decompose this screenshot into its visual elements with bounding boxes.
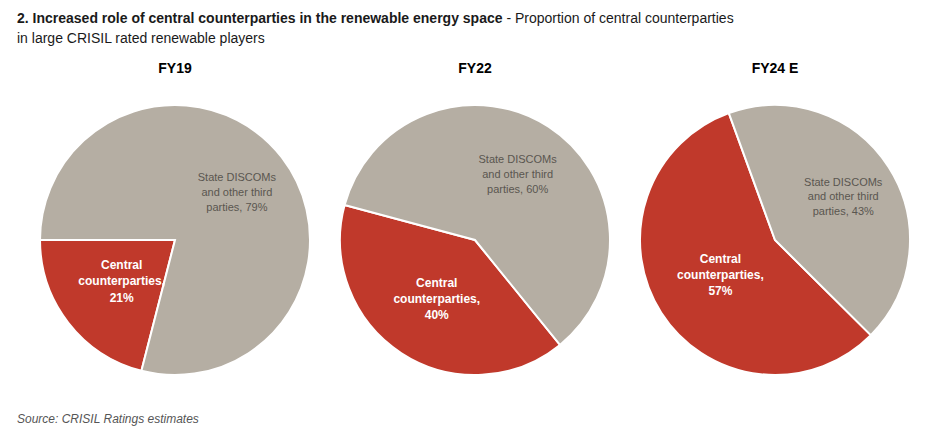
html-text:2. Increased role of central c: 2. Increased role of central counterpart… (17, 10, 734, 26)
svg-text:State DISCOMsand other thirdpa: State DISCOMsand other thirdparties, 79% (198, 171, 277, 213)
html-text:FY24 E: FY24 E (751, 60, 799, 76)
svg-text:Centralcounterparties,57%: Centralcounterparties,57% (677, 252, 764, 298)
html-text:in large CRISIL rated renewabl: in large CRISIL rated renewable players (17, 30, 265, 46)
svg-text:State DISCOMsand other thirdpa: State DISCOMsand other thirdparties, 60% (479, 153, 558, 195)
svg-text:Centralcounterparties,21%: Centralcounterparties,21% (78, 258, 165, 304)
html-text:FY19: FY19 (158, 60, 192, 76)
html-text:FY22: FY22 (458, 60, 492, 76)
svg-text:State DISCOMsand other thirdpa: State DISCOMsand other thirdparties, 43% (804, 176, 883, 218)
svg-text:Centralcounterparties,40%: Centralcounterparties,40% (393, 276, 480, 322)
html-text:Source: CRISIL Ratings estimat: Source: CRISIL Ratings estimates (17, 412, 199, 426)
